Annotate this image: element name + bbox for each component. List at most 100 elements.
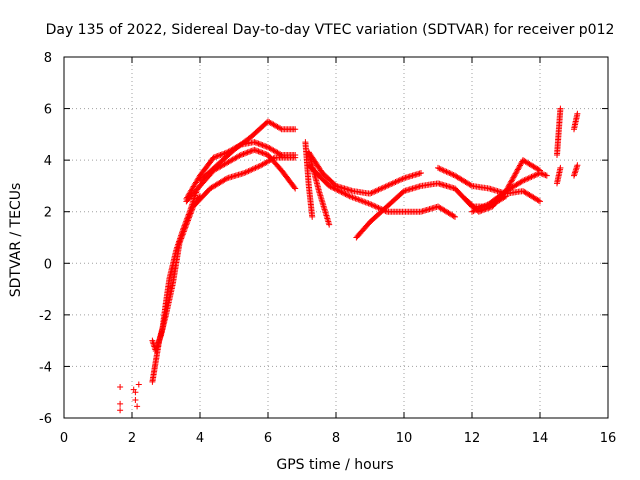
data-point [189, 206, 196, 213]
data-point [528, 173, 535, 180]
data-point [341, 190, 348, 197]
data-point [213, 153, 220, 160]
data-point [256, 141, 263, 148]
data-point [508, 178, 515, 185]
data-point [529, 173, 536, 180]
data-point [244, 168, 251, 175]
data-point [517, 162, 524, 169]
data-point [255, 148, 262, 155]
data-point [239, 151, 246, 158]
data-point [220, 150, 227, 157]
data-point [399, 175, 406, 182]
data-point [517, 161, 524, 168]
data-point [399, 189, 406, 196]
data-point [524, 175, 531, 182]
data-point [514, 167, 521, 174]
data-point [358, 197, 365, 204]
data-point [183, 221, 190, 228]
data-point [255, 140, 262, 147]
data-point [185, 216, 192, 223]
data-point [384, 182, 390, 189]
data-point [251, 165, 258, 172]
data-point [372, 203, 379, 210]
data-point [349, 194, 356, 201]
y-tick-label: 4 [44, 154, 52, 169]
data-point [535, 197, 542, 204]
x-tick-label: 14 [532, 431, 549, 446]
data-point [374, 187, 381, 194]
data-point [338, 189, 345, 196]
y-axis-label: SDTVAR / TECUs [8, 183, 24, 298]
data-point [386, 181, 393, 188]
data-point [531, 172, 538, 179]
data-point [214, 153, 221, 160]
data-point [389, 180, 396, 187]
data-point [480, 203, 487, 210]
data-point [542, 172, 549, 179]
data-point [369, 202, 376, 209]
data-point [342, 191, 349, 198]
data-point [378, 185, 385, 192]
data-point [507, 180, 514, 187]
data-point [327, 183, 334, 190]
data-point [527, 174, 534, 181]
data-point [330, 184, 337, 191]
data-point [382, 183, 389, 190]
data-point [522, 176, 529, 183]
y-tick-label: -2 [39, 309, 52, 324]
data-point [450, 171, 457, 178]
data-point [258, 149, 265, 156]
data-point [292, 126, 299, 133]
data-point [537, 198, 543, 205]
data-point [388, 180, 395, 187]
data-point [135, 381, 142, 388]
data-point [518, 178, 525, 185]
data-point [254, 147, 261, 154]
data-point [392, 179, 399, 186]
data-point [478, 204, 485, 211]
data-point [178, 234, 185, 241]
data-point [521, 177, 528, 184]
data-point [237, 151, 244, 158]
data-points [117, 105, 581, 414]
data-point [260, 142, 267, 149]
data-point [516, 163, 523, 170]
data-point [534, 171, 541, 178]
data-point [371, 202, 378, 209]
data-point [177, 236, 184, 243]
x-tick-label: 12 [464, 431, 481, 446]
data-point [132, 389, 139, 396]
data-point [537, 170, 543, 177]
data-point [248, 166, 255, 173]
data-point [339, 189, 346, 196]
data-point [258, 141, 265, 148]
data-point [470, 208, 477, 215]
data-point [444, 169, 451, 176]
data-point [254, 140, 261, 147]
data-point [362, 199, 369, 206]
data-point [449, 171, 456, 178]
x-tick-label: 6 [264, 431, 272, 446]
data-point [375, 204, 382, 211]
data-point [474, 206, 481, 213]
data-point [179, 231, 186, 238]
data-point [379, 184, 386, 191]
data-point [188, 209, 195, 216]
data-point [469, 208, 475, 215]
x-tick-label: 0 [60, 431, 68, 446]
data-point [243, 149, 250, 156]
data-point [481, 202, 488, 209]
data-point [439, 166, 446, 173]
data-point [348, 193, 355, 200]
data-point [345, 192, 352, 199]
data-point [376, 186, 383, 193]
data-point [364, 199, 371, 206]
data-point [132, 396, 139, 403]
data-point [356, 197, 363, 204]
data-point [367, 200, 373, 207]
data-point [186, 214, 193, 221]
data-point [244, 149, 251, 156]
y-tick-label: 8 [44, 51, 52, 66]
data-point [334, 187, 341, 194]
data-point [249, 166, 256, 173]
